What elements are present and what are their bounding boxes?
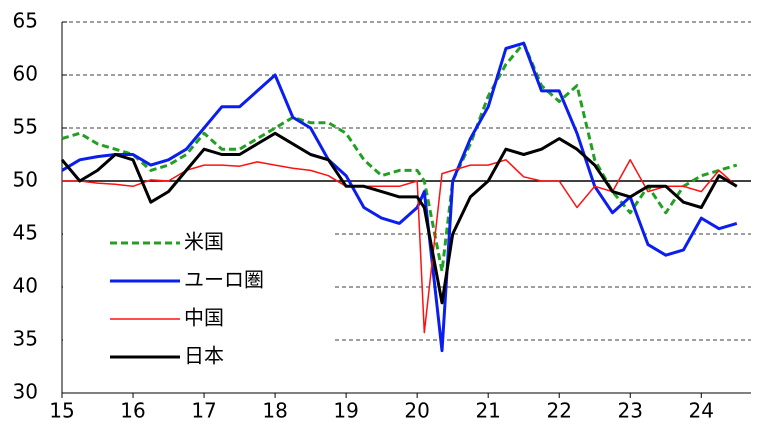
legend-label: 米国: [184, 230, 224, 254]
y-tick-label: 60: [13, 62, 38, 86]
legend-label: 日本: [184, 344, 224, 368]
x-tick-label: 15: [49, 399, 74, 423]
legend-label: 中国: [184, 306, 224, 330]
x-tick-label: 16: [120, 399, 145, 423]
x-tick-label: 21: [475, 399, 500, 423]
y-tick-label: 50: [13, 168, 38, 192]
x-tick-label: 23: [618, 399, 643, 423]
x-tick-label: 22: [546, 399, 571, 423]
series-line: [60, 131, 738, 305]
x-tick-label: 24: [689, 399, 714, 423]
y-tick-label: 40: [13, 274, 38, 298]
series-line: [61, 41, 738, 353]
y-tick-label: 65: [13, 9, 38, 33]
y-tick-label: 30: [13, 380, 38, 404]
x-tick-label: 20: [404, 399, 429, 423]
x-tick-label: 19: [333, 399, 358, 423]
series-line: [61, 41, 738, 273]
y-tick-label: 55: [13, 115, 38, 139]
legend-label: ユーロ圏: [184, 268, 264, 292]
y-tick-label: 35: [13, 327, 38, 351]
y-tick-label: 45: [13, 221, 38, 245]
x-tick-label: 17: [191, 399, 216, 423]
x-tick-label: 18: [262, 399, 287, 423]
series-line: [62, 159, 738, 334]
legend-box: [63, 223, 333, 387]
